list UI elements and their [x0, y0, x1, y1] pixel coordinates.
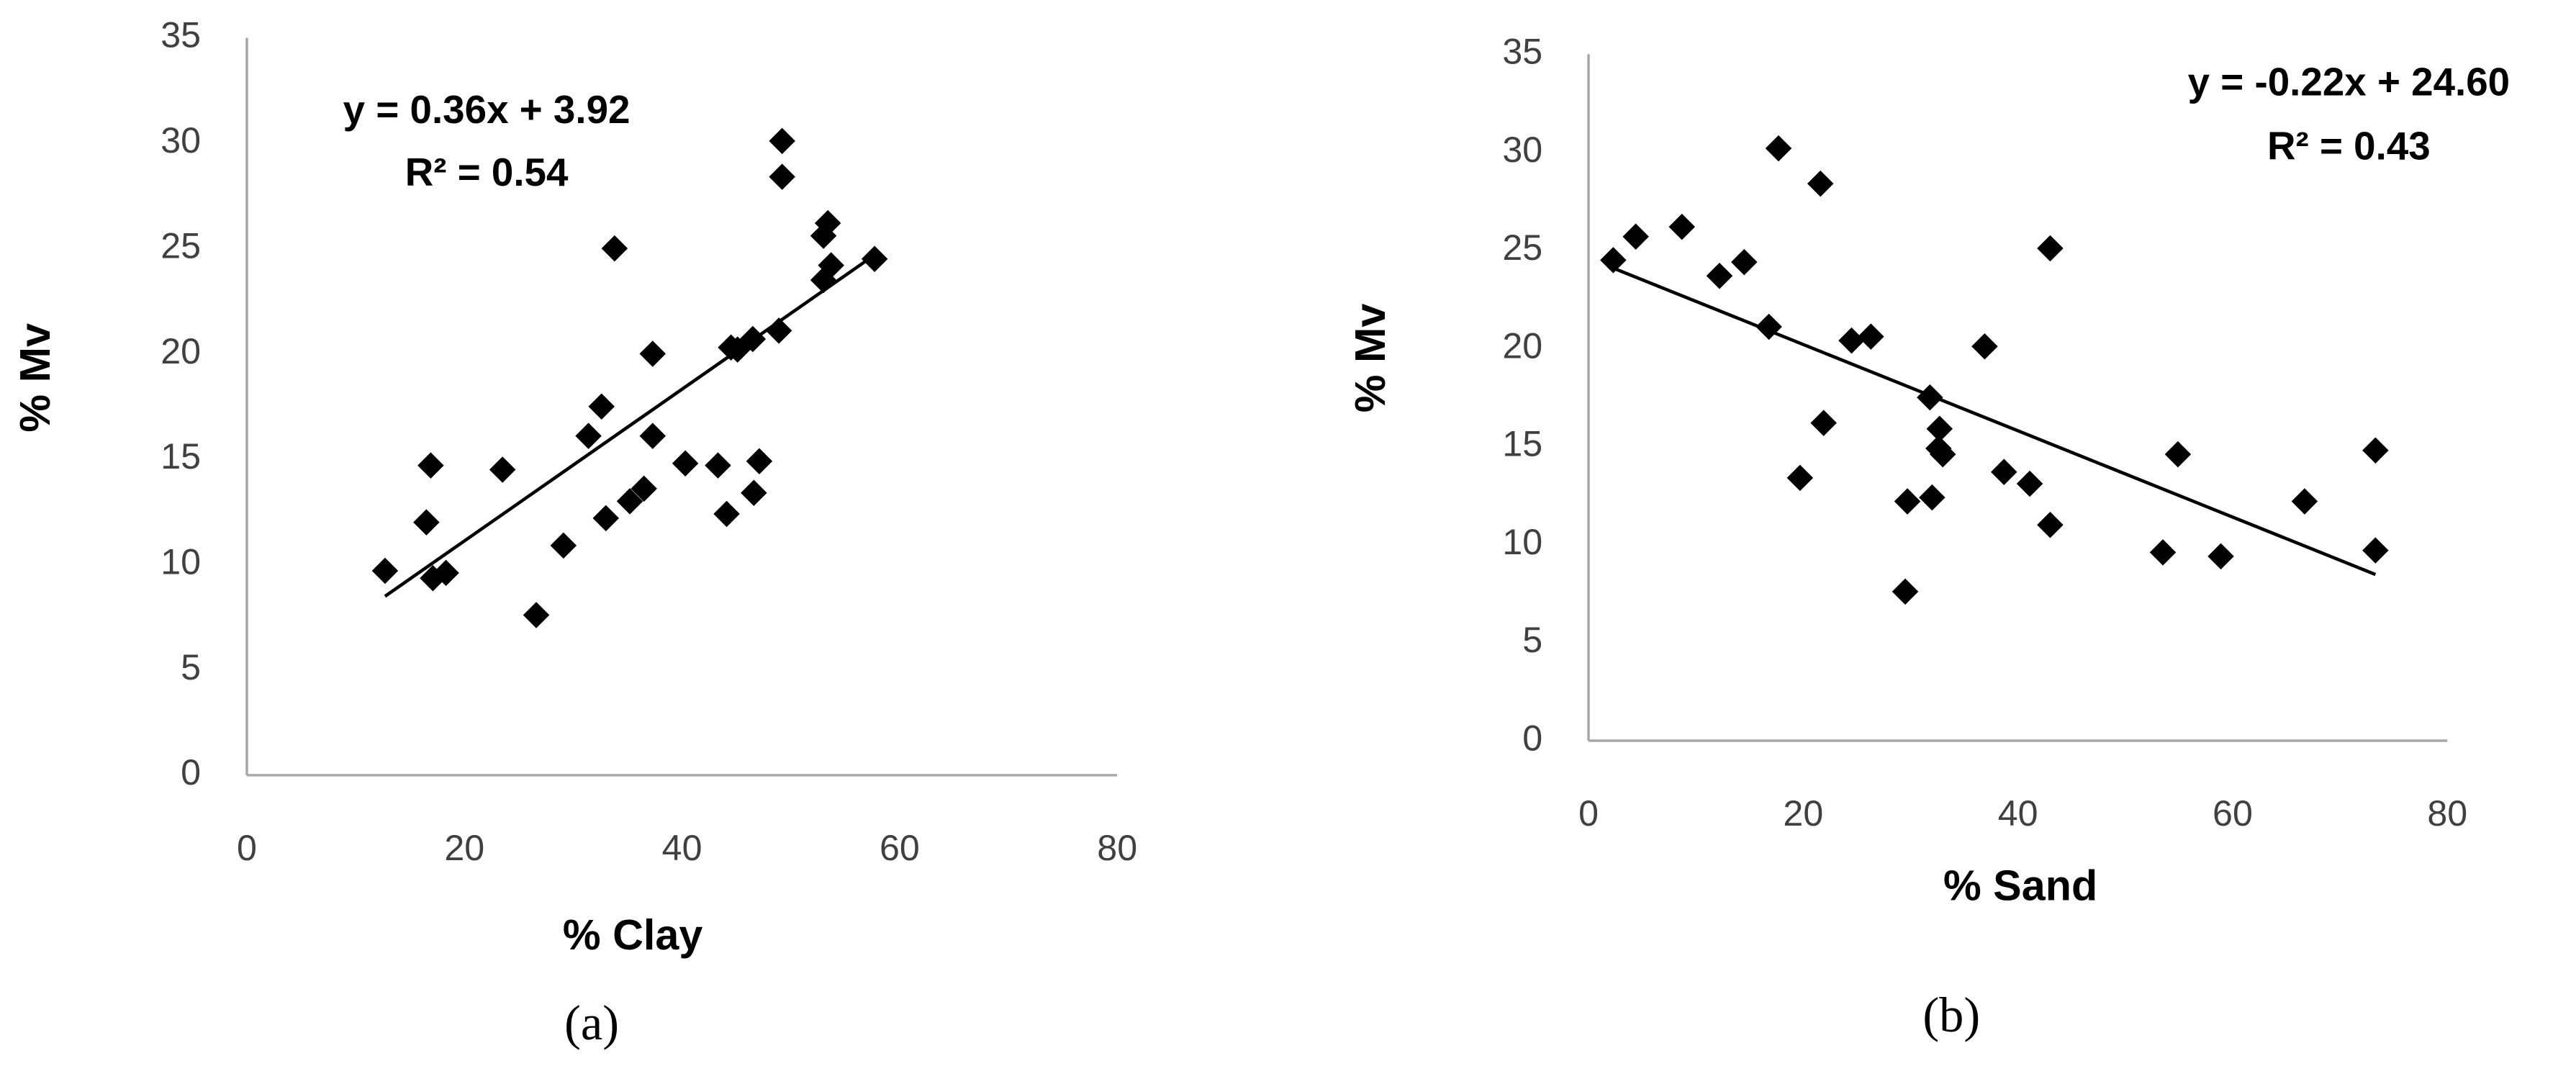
data-point — [2362, 437, 2389, 464]
data-point — [2362, 537, 2389, 564]
data-point — [1926, 415, 1953, 442]
data-point — [592, 505, 620, 532]
y-tick-label: 5 — [1522, 620, 1542, 660]
data-point — [814, 209, 841, 237]
data-point — [739, 325, 767, 353]
data-point — [2164, 441, 2192, 468]
data-point — [741, 479, 767, 506]
y-tick-label: 30 — [1502, 130, 1542, 170]
y-tick-label: 15 — [161, 436, 201, 477]
data-point — [550, 532, 577, 559]
trendline-equation: y = 0.36x + 3.92 — [343, 87, 631, 132]
data-point — [1810, 410, 1837, 436]
trendline — [1612, 266, 2377, 577]
y-axis-label: % Mv — [11, 323, 59, 433]
y-tick-label: 0 — [1522, 718, 1542, 758]
y-axis-label: % Mv — [1346, 304, 1394, 413]
data-point — [1668, 213, 1696, 240]
r-squared: R² = 0.54 — [405, 150, 569, 194]
data-point — [1786, 464, 1814, 492]
y-tick-label: 30 — [161, 120, 201, 161]
x-axis-label: % Clay — [563, 911, 703, 959]
data-point — [371, 557, 399, 584]
data-point — [433, 559, 459, 587]
data-point — [1765, 135, 1792, 162]
data-point — [765, 317, 792, 344]
data-point — [1838, 327, 1865, 354]
data-point — [1991, 459, 2017, 485]
data-point — [639, 340, 666, 367]
trendline — [384, 253, 876, 598]
y-tick-label: 15 — [1502, 424, 1542, 464]
data-point — [1917, 384, 1943, 411]
data-point — [1971, 333, 1998, 360]
y-tick-label: 10 — [161, 541, 201, 582]
panel-caption: (a) — [564, 996, 619, 1050]
y-tick-label: 0 — [181, 752, 201, 793]
x-tick-label: 40 — [1998, 793, 2038, 834]
data-point — [1731, 248, 1758, 276]
r-squared: R² = 0.43 — [2267, 123, 2431, 168]
data-point — [769, 127, 795, 155]
data-point — [2037, 235, 2064, 262]
data-point — [1706, 262, 1733, 289]
x-tick-label: 20 — [1783, 793, 1823, 834]
panel-caption: (b) — [1922, 988, 1980, 1042]
y-tick-label: 20 — [161, 331, 201, 371]
data-point — [2207, 543, 2234, 570]
data-point — [639, 423, 666, 449]
data-point — [2149, 539, 2177, 566]
data-point — [1600, 247, 1627, 274]
data-point — [1930, 441, 1956, 468]
data-point — [746, 448, 773, 475]
y-tick-label: 35 — [1502, 32, 1542, 72]
data-point — [616, 488, 643, 515]
data-point — [861, 245, 888, 273]
data-point — [2016, 470, 2043, 497]
data-point — [601, 235, 628, 262]
x-tick-label: 80 — [2427, 793, 2467, 834]
x-tick-label: 40 — [662, 828, 702, 868]
data-point — [2037, 512, 2064, 538]
data-point — [417, 452, 444, 479]
y-tick-label: 20 — [1502, 325, 1542, 366]
data-point — [1622, 223, 1649, 250]
x-tick-label: 20 — [444, 828, 484, 868]
data-point — [575, 423, 602, 449]
y-tick-label: 10 — [1502, 522, 1542, 562]
x-axis-label: % Sand — [1943, 861, 2097, 909]
data-point — [489, 456, 516, 483]
data-point — [588, 393, 615, 420]
y-tick-label: 25 — [161, 225, 201, 266]
data-point — [672, 450, 699, 477]
y-tick-label: 35 — [161, 15, 201, 55]
x-tick-label: 80 — [1097, 828, 1137, 868]
data-point — [1919, 484, 1945, 511]
y-tick-label: 5 — [181, 647, 201, 687]
data-point — [631, 475, 657, 502]
data-point — [1892, 578, 1919, 605]
data-point — [713, 500, 740, 528]
data-point — [818, 252, 844, 279]
x-tick-label: 60 — [880, 828, 920, 868]
x-tick-label: 0 — [1578, 793, 1599, 834]
x-tick-label: 0 — [237, 828, 257, 868]
x-tick-label: 60 — [2213, 793, 2253, 834]
data-point — [769, 163, 795, 190]
data-point — [523, 602, 550, 628]
trendline-equation: y = -0.22x + 24.60 — [2188, 59, 2511, 104]
data-point — [2291, 488, 2318, 515]
data-point — [1807, 170, 1834, 197]
y-tick-label: 25 — [1502, 227, 1542, 268]
data-point — [1894, 488, 1921, 515]
data-point — [705, 452, 731, 479]
data-point — [1858, 323, 1884, 350]
data-point — [413, 509, 440, 536]
